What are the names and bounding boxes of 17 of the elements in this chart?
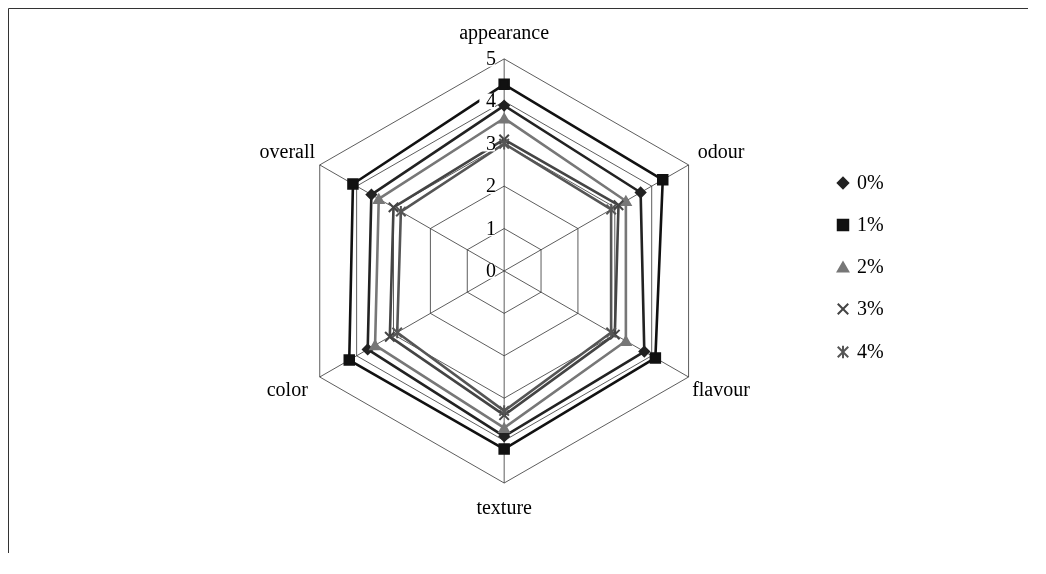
y-tick-label: 4 — [486, 89, 497, 112]
legend-label: 1% — [857, 213, 884, 235]
y-tick-label: 3 — [486, 131, 497, 154]
spoke-label: texture — [476, 496, 533, 519]
legend-label: 2% — [857, 255, 884, 277]
spoke-label: overall — [259, 140, 316, 163]
legend-label: 0% — [857, 171, 884, 193]
spoke-label: appearance — [459, 21, 550, 45]
spoke-label: odour — [697, 140, 745, 163]
y-tick-label: 0 — [486, 258, 497, 281]
spoke-label: flavour — [692, 377, 751, 400]
spoke-label: color — [266, 377, 309, 400]
y-tick-label: 1 — [486, 216, 497, 239]
y-tick-label: 2 — [486, 174, 497, 197]
y-tick-label: 5 — [486, 46, 497, 69]
legend-label: 4% — [857, 340, 884, 362]
legend-label: 3% — [857, 297, 884, 319]
